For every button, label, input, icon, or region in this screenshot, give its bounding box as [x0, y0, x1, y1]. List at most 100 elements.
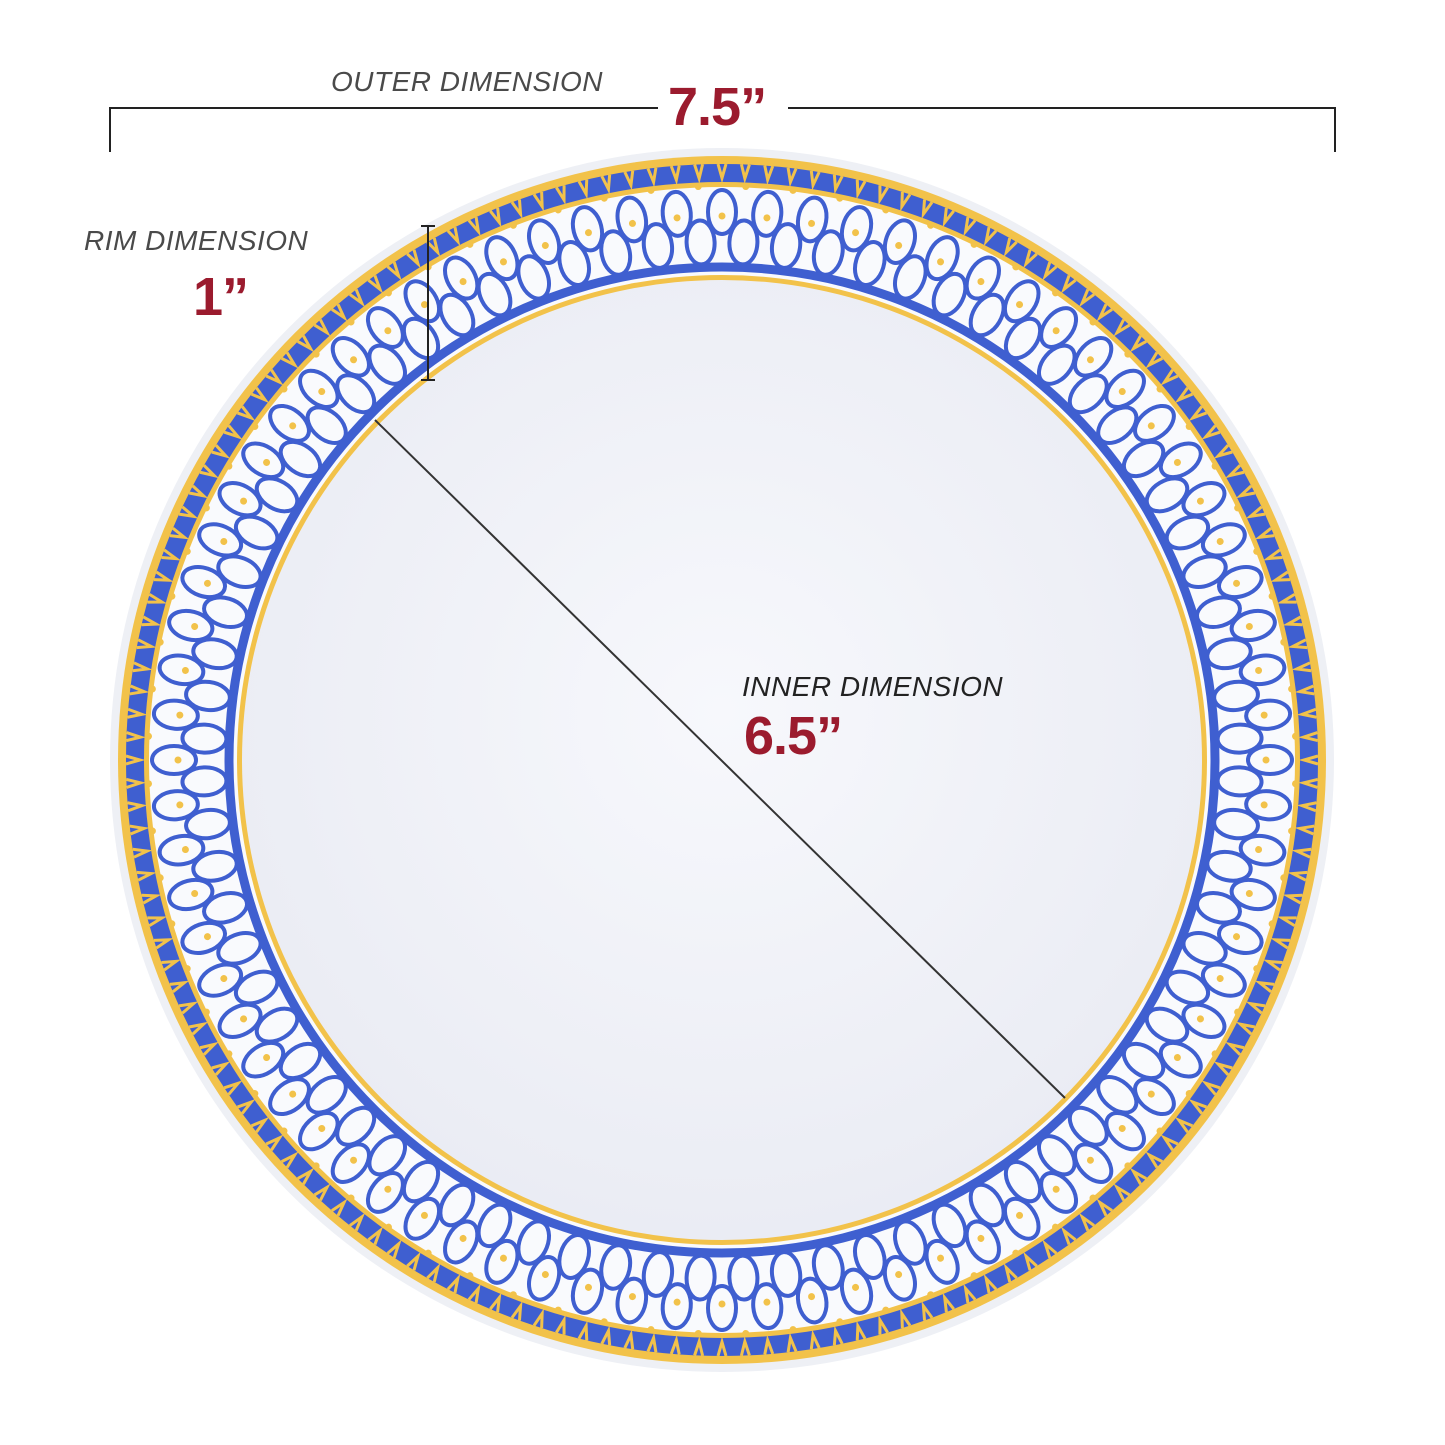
chevron-mark: [1282, 615, 1303, 627]
gold-dot: [191, 622, 199, 630]
oval-mark: [706, 1284, 738, 1332]
oval-mark: [217, 481, 263, 518]
chevron-pattern: [125, 163, 1319, 1357]
chevron-mark: [716, 1336, 728, 1357]
gold-dot: [1268, 592, 1276, 600]
oval-mark: [660, 1282, 693, 1331]
gold-dot: [499, 258, 507, 266]
oval-mark: [751, 1282, 784, 1331]
oval-mark: [151, 789, 200, 822]
gold-dot: [466, 240, 474, 248]
gold-dot: [499, 1254, 507, 1262]
chevron-mark: [386, 261, 402, 281]
oval-mark: [570, 205, 605, 253]
gold-dot: [251, 1090, 259, 1098]
oval-mark: [1039, 306, 1079, 349]
chevron-mark: [1245, 505, 1266, 519]
chevron-mark: [1235, 1021, 1256, 1036]
oval-mark: [298, 368, 340, 409]
oval-mark: [1200, 962, 1247, 998]
chevron-mark: [153, 938, 174, 950]
oval-mark: [1002, 279, 1041, 324]
gold-dot: [263, 458, 271, 466]
oval-mark: [241, 441, 286, 480]
gold-dot: [1288, 685, 1296, 693]
gold-dot: [1253, 547, 1261, 555]
chevron-mark: [600, 174, 612, 195]
gold-dot: [718, 212, 726, 220]
oval-mark: [1002, 1196, 1041, 1241]
gold-dot: [763, 214, 771, 222]
chevron-mark: [178, 1001, 199, 1015]
chevron-mark: [1160, 369, 1179, 386]
chevron-mark: [763, 165, 775, 186]
chevron-mark: [280, 1151, 299, 1169]
gold-dot: [647, 186, 655, 194]
rim-pattern: [144, 182, 1300, 1338]
gold-dot: [1173, 458, 1181, 466]
chevron-mark: [426, 1263, 441, 1283]
chevron-mark: [786, 1332, 798, 1353]
gold-dot: [1216, 975, 1224, 983]
gold-dot: [225, 1050, 233, 1058]
chevron-mark: [942, 207, 955, 228]
gold-dot: [1086, 1156, 1094, 1164]
gold-dot: [202, 1008, 210, 1016]
gold-dot: [312, 1162, 320, 1170]
gold-dot: [1262, 756, 1270, 764]
chevron-mark: [1245, 1001, 1266, 1015]
chevron-mark: [125, 731, 146, 743]
gold-dot: [1255, 666, 1263, 674]
oval-mark: [1133, 1077, 1176, 1117]
chevron-mark: [1113, 318, 1131, 337]
oval-mark: [751, 189, 784, 238]
oval-mark: [330, 336, 371, 378]
oval-mark: [365, 306, 405, 349]
chevron-mark: [129, 684, 150, 696]
chevron-mark: [489, 207, 502, 228]
chevron-mark: [1213, 444, 1233, 459]
chevron-mark: [265, 1134, 284, 1151]
gold-dot: [927, 221, 935, 229]
chevron-mark: [963, 1283, 977, 1304]
chevron-mark: [250, 387, 270, 404]
chevron-mark: [236, 405, 256, 422]
gold-dot: [977, 278, 985, 286]
oval-mark: [1238, 653, 1287, 687]
chevron-mark: [147, 593, 168, 604]
chevron-mark: [386, 1239, 402, 1259]
chevron-mark: [1298, 731, 1319, 743]
chevron-mark: [921, 199, 934, 220]
oval-mark: [443, 1219, 480, 1265]
gold-dot: [1012, 263, 1020, 271]
chevron-mark: [1113, 1183, 1131, 1202]
gold-dot: [466, 1272, 474, 1280]
oval-mark: [1104, 1111, 1146, 1152]
gold-dot: [1211, 1050, 1219, 1058]
gold-dot: [202, 504, 210, 512]
gold-dot: [882, 1306, 890, 1314]
gold-dot: [181, 666, 189, 674]
gold-dot: [852, 229, 860, 237]
gold-dot: [1052, 1185, 1060, 1193]
oval-mark: [795, 195, 829, 244]
chevron-mark: [1298, 754, 1319, 766]
gold-dot: [600, 1318, 608, 1326]
chevron-mark: [1096, 1198, 1113, 1217]
gold-dot: [424, 1249, 432, 1257]
chevron-mark: [467, 216, 481, 237]
chevron-mark: [900, 1308, 912, 1329]
chevron-mark: [1291, 661, 1312, 673]
chevron-mark: [1174, 1116, 1194, 1133]
chevron-mark: [1262, 548, 1283, 561]
gold-dot: [694, 182, 702, 190]
gold-dot: [289, 1090, 297, 1098]
chevron-mark: [223, 1080, 243, 1096]
chevron-mark: [147, 916, 168, 927]
gold-dot: [1124, 350, 1132, 358]
chevron-mark: [646, 167, 658, 188]
oval-mark: [330, 1142, 371, 1184]
gold-dot: [263, 1054, 271, 1062]
oval-mark: [924, 235, 960, 282]
oval-mark: [615, 195, 649, 244]
